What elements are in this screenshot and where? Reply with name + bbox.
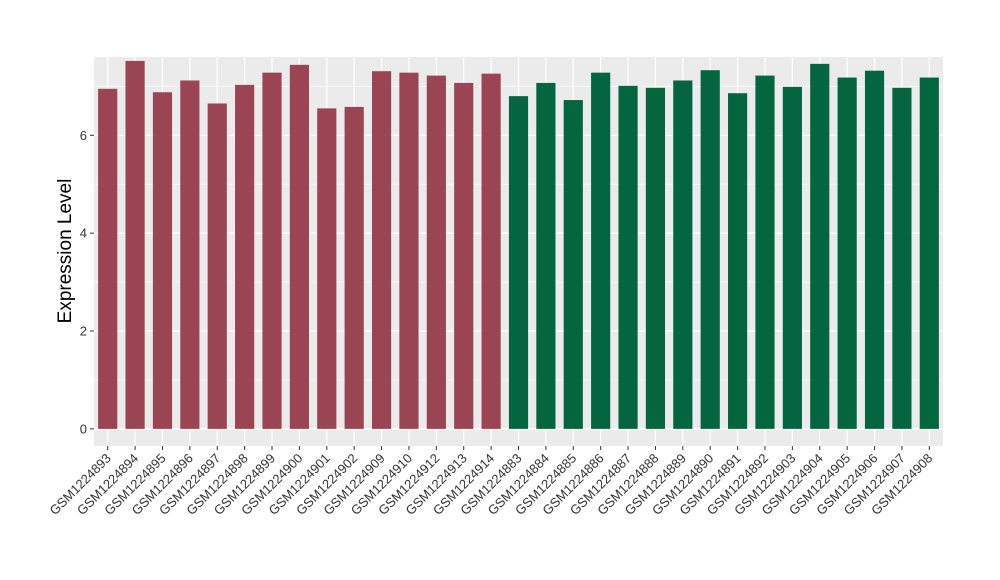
bar-gsm1224908 xyxy=(919,77,939,429)
bar-gsm1224899 xyxy=(262,72,282,429)
y-tick-label: 2 xyxy=(80,324,87,339)
bar-gsm1224890 xyxy=(700,70,720,429)
y-axis-title: Expression Level xyxy=(55,179,76,324)
y-axis: 0 2 4 6 xyxy=(80,128,94,436)
bar-gsm1224902 xyxy=(344,106,364,429)
bar-gsm1224892 xyxy=(755,75,775,429)
bar-gsm1224913 xyxy=(454,82,474,429)
bars xyxy=(98,60,939,429)
bar-gsm1224889 xyxy=(673,80,693,429)
bar-gsm1224914 xyxy=(481,73,501,429)
bar-gsm1224895 xyxy=(152,92,173,429)
bar-gsm1224885 xyxy=(563,100,583,429)
x-axis: GSM1224893GSM1224894GSM1224895GSM1224896… xyxy=(46,446,935,518)
bar-gsm1224906 xyxy=(864,70,885,429)
bar-gsm1224909 xyxy=(371,71,392,429)
bar-gsm1224905 xyxy=(837,77,857,429)
bar-gsm1224907 xyxy=(892,87,912,429)
bar-gsm1224883 xyxy=(508,96,529,429)
bar-gsm1224887 xyxy=(618,85,638,429)
bar-gsm1224903 xyxy=(782,86,802,429)
bar-gsm1224896 xyxy=(180,80,200,429)
bar-gsm1224891 xyxy=(728,93,748,429)
bar-gsm1224893 xyxy=(98,88,118,429)
bar-gsm1224900 xyxy=(289,64,309,429)
bar-gsm1224904 xyxy=(810,63,830,429)
bar-gsm1224912 xyxy=(426,75,446,429)
bar-gsm1224888 xyxy=(645,87,666,429)
bar-gsm1224897 xyxy=(207,103,227,429)
y-tick-label: 6 xyxy=(80,128,87,143)
y-tick-label: 0 xyxy=(80,421,87,436)
y-tick-label: 4 xyxy=(80,226,87,241)
bar-gsm1224898 xyxy=(235,84,255,429)
bar-gsm1224884 xyxy=(536,82,556,429)
bar-gsm1224894 xyxy=(125,60,145,429)
bar-gsm1224901 xyxy=(317,108,337,429)
bar-gsm1224910 xyxy=(399,72,419,429)
bar-gsm1224886 xyxy=(591,72,611,429)
